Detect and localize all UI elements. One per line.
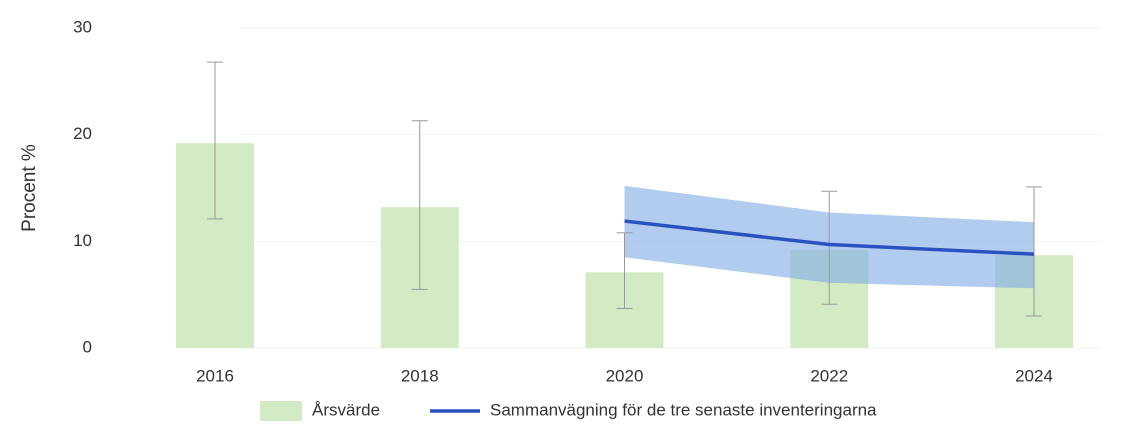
x-tick-label: 2022 — [810, 366, 848, 385]
y-tick-label: 10 — [73, 231, 92, 250]
legend-label: Sammanvägning för de tre senaste invente… — [490, 400, 877, 419]
y-tick-label: 20 — [73, 124, 92, 143]
x-tick-label: 2018 — [401, 366, 439, 385]
y-tick-label: 0 — [83, 337, 92, 356]
x-tick-label: 2016 — [196, 366, 234, 385]
y-tick-label: 30 — [73, 17, 92, 36]
line — [624, 219, 1035, 256]
x-tick-label: 2020 — [606, 366, 644, 385]
x-tick-label: 2024 — [1015, 366, 1053, 385]
legend-label: Årsvärde — [312, 400, 380, 419]
y-axis-label: Procent % — [19, 144, 40, 232]
legend-swatch — [260, 401, 302, 421]
